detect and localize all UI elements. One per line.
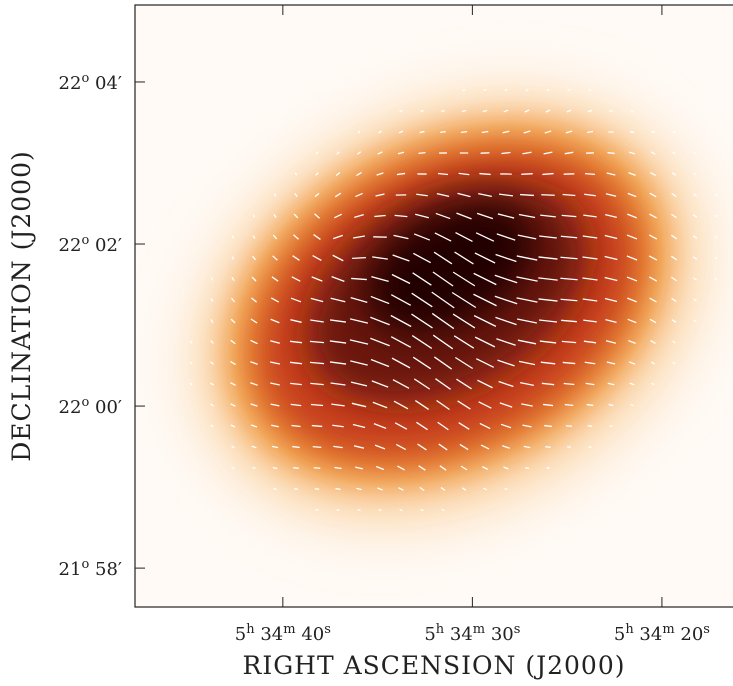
polarization-vector bbox=[610, 426, 613, 427]
x-tick-label: 5h 34m 40s bbox=[235, 622, 331, 646]
polarization-vector bbox=[441, 111, 445, 112]
polarization-vector bbox=[479, 174, 490, 175]
y-tick-label: 22o 04′ bbox=[59, 70, 122, 94]
chart: RIGHT ASCENSION (J2000) DECLINATION (J20… bbox=[0, 0, 733, 686]
polarization-vector bbox=[461, 132, 467, 133]
x-axis-label: RIGHT ASCENSION (J2000) bbox=[243, 651, 626, 680]
polarization-vector bbox=[541, 195, 554, 196]
polarization-vector bbox=[525, 468, 529, 469]
polarization-vector bbox=[565, 405, 573, 406]
polarization-vector bbox=[233, 236, 234, 239]
polarization-vector bbox=[292, 447, 299, 448]
y-axis-label: DECLINATION (J2000) bbox=[7, 150, 36, 461]
x-tick-label: 5h 34m 30s bbox=[424, 622, 520, 646]
y-tick-label: 21o 58′ bbox=[59, 557, 122, 581]
polarization-vector bbox=[545, 447, 550, 448]
polarization-vector bbox=[585, 174, 595, 175]
polarization-vector bbox=[440, 132, 446, 133]
polarization-vector bbox=[419, 153, 426, 154]
polarization-vector bbox=[352, 258, 366, 259]
polarization-vector bbox=[336, 489, 341, 490]
polarization-vector bbox=[293, 468, 299, 469]
polarization-vector bbox=[274, 489, 277, 490]
polarization-vector bbox=[542, 174, 553, 175]
polarization-vector bbox=[521, 174, 532, 175]
polarization-vector bbox=[566, 426, 572, 427]
polarization-vector bbox=[544, 426, 552, 427]
polarization-vector bbox=[564, 384, 575, 385]
polarization-vector bbox=[520, 195, 534, 196]
intensity-image bbox=[117, 5, 733, 612]
polarization-vector bbox=[313, 447, 322, 448]
polarization-vector bbox=[273, 468, 277, 469]
polarization-vector bbox=[630, 132, 634, 133]
polarization-vector bbox=[358, 510, 361, 511]
polarization-vector bbox=[314, 468, 321, 469]
polarization-vector bbox=[587, 405, 594, 406]
x-tick-label: 5h 34m 20s bbox=[614, 622, 710, 646]
polarization-vector bbox=[588, 426, 592, 427]
y-tick-label: 22o 00′ bbox=[59, 395, 122, 419]
polarization-vector bbox=[607, 153, 614, 154]
y-tick-label: 22o 02′ bbox=[59, 233, 122, 257]
polarization-vector bbox=[505, 489, 508, 490]
polarization-vector bbox=[312, 426, 322, 427]
